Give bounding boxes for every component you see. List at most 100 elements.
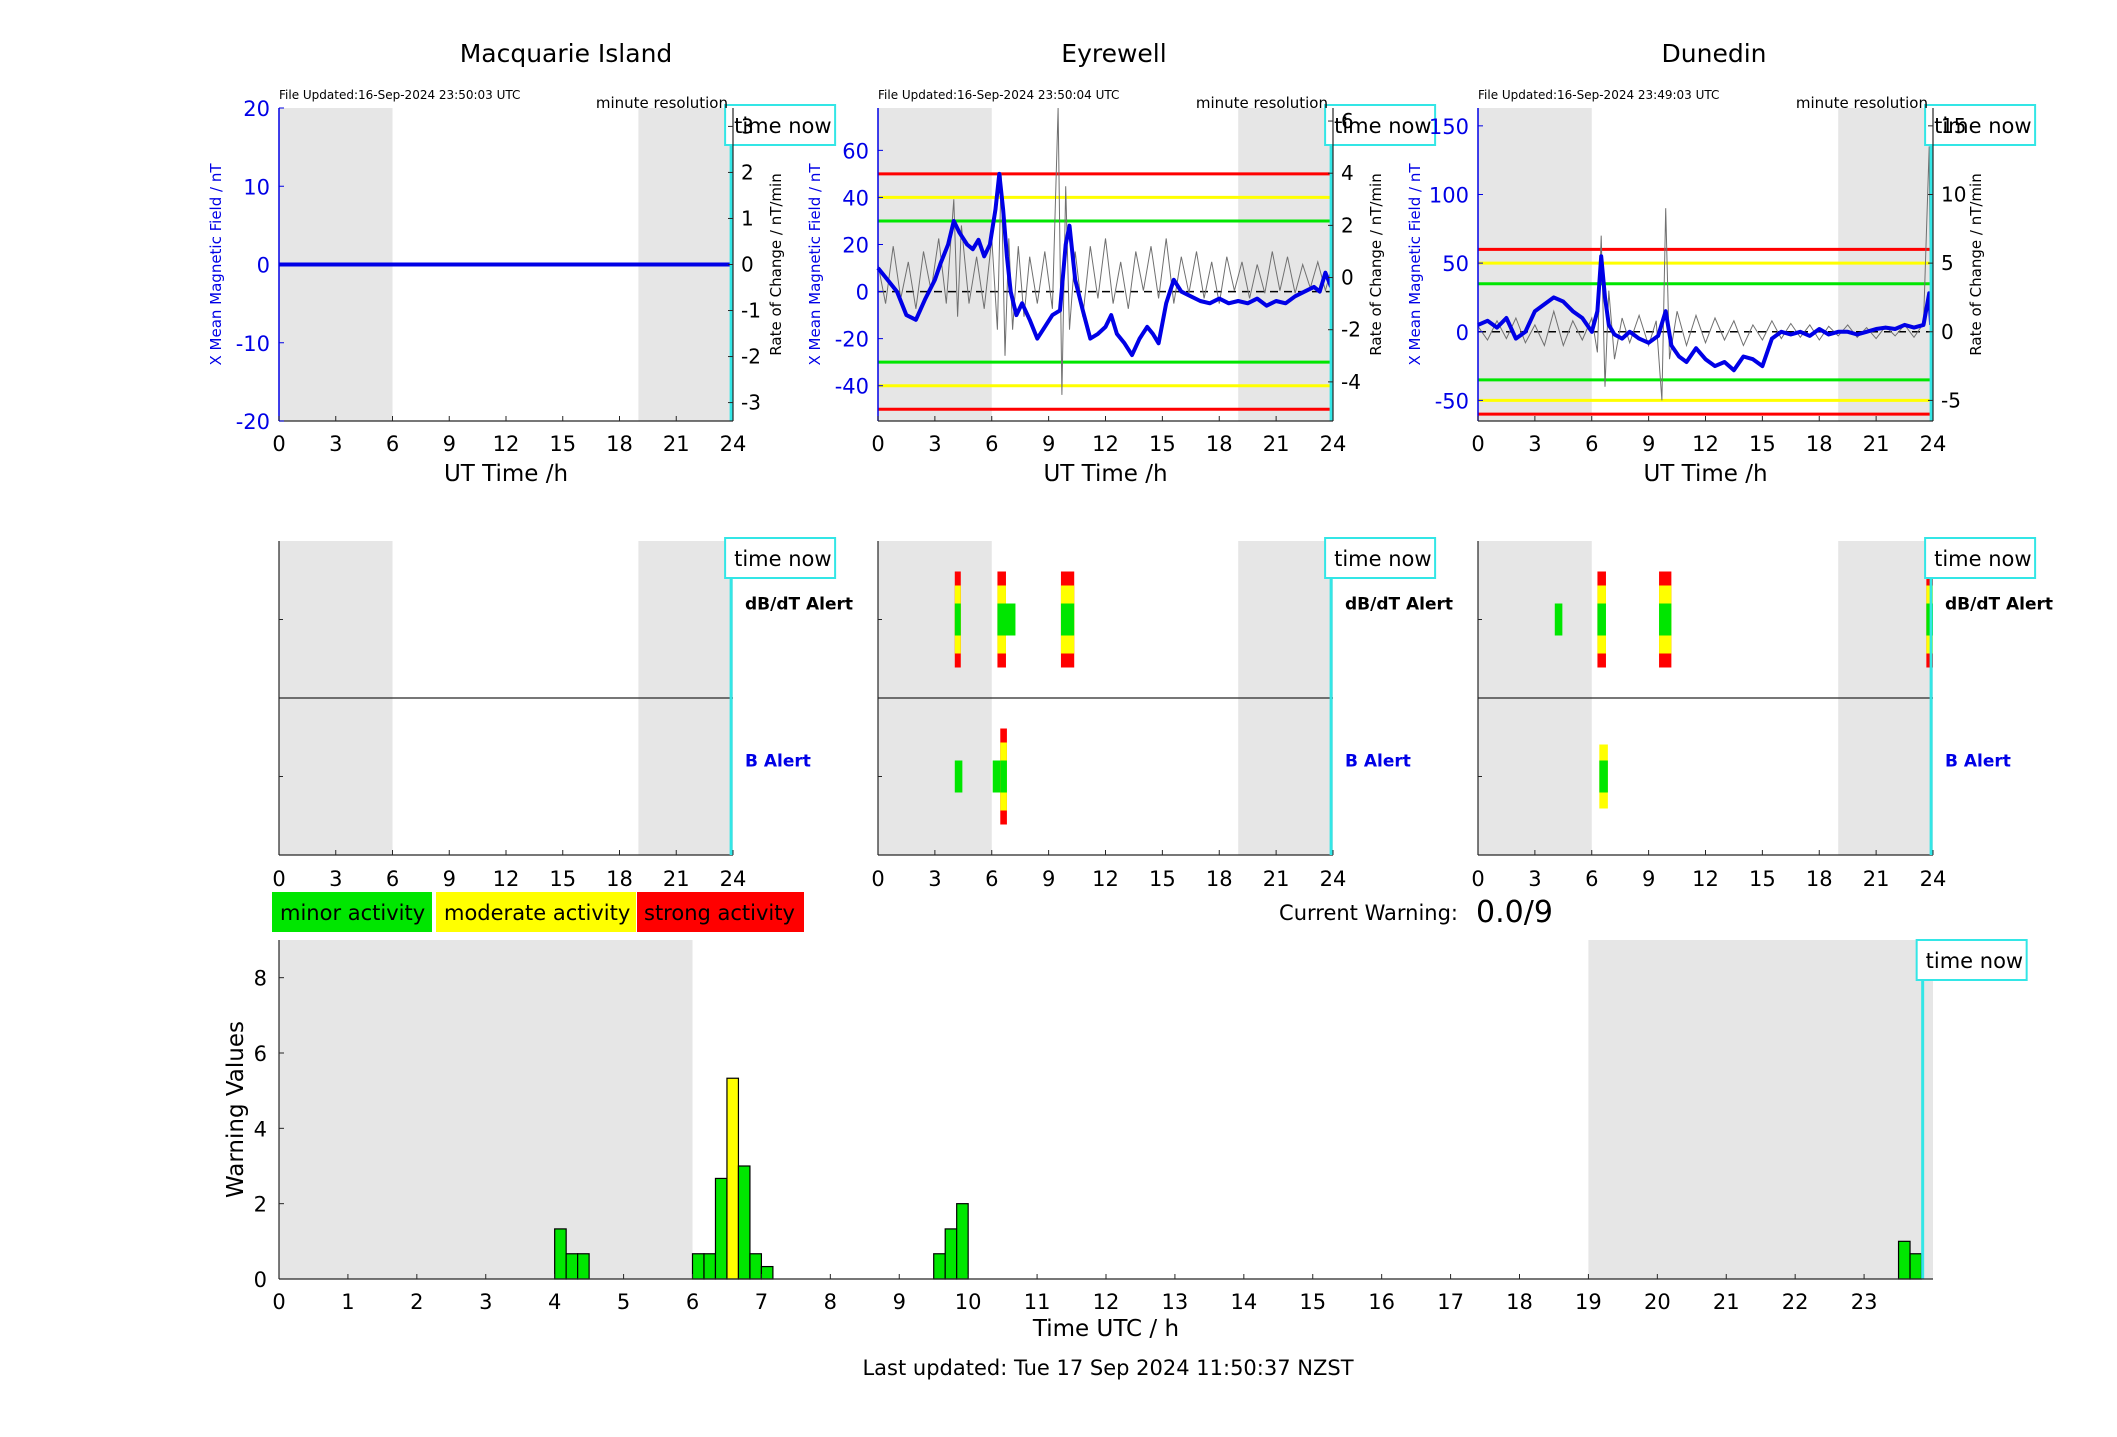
x-tick-label: 6 — [686, 1290, 699, 1314]
x-tick-label: 6 — [985, 432, 998, 456]
x-tick-label: 21 — [1863, 432, 1890, 456]
warning-bar — [691, 1253, 705, 1280]
warning-bar — [956, 1203, 969, 1280]
time-now-box — [1324, 104, 1437, 146]
x-tick-label: 18 — [1506, 1290, 1533, 1314]
warning-bar — [933, 1253, 946, 1280]
resolution-label: minute resolution — [1796, 94, 1928, 112]
warning-bar — [1909, 1253, 1923, 1280]
y-right-tick-label: 1 — [741, 206, 754, 230]
x-tick-label: 16 — [1368, 1290, 1395, 1314]
y-right-tick-label: 6 — [1341, 109, 1354, 133]
dbdt-alert-minor — [1597, 603, 1606, 636]
y-right-tick-label: 3 — [741, 114, 754, 138]
y-tick-label: 2 — [254, 1193, 267, 1217]
y-left-tick-label: 0 — [1456, 321, 1469, 345]
x-tick-label: 18 — [606, 867, 633, 891]
b-alert-label: B Alert — [745, 752, 811, 772]
x-tick-label: 24 — [1320, 867, 1347, 891]
alert-panel-3: time now dB/dT Alert B Alert 0 3 6 9 12 15 18 21 24 — [1471, 537, 2053, 891]
dbdt-alert-minor — [1060, 603, 1075, 636]
x-tick-label: 21 — [663, 432, 690, 456]
x-tick-label: 4 — [548, 1290, 561, 1314]
y-left-tick-label: 150 — [1429, 115, 1469, 139]
y-tick-label: 0 — [254, 1268, 267, 1292]
legend-moderate-label: moderate activity — [444, 901, 630, 925]
y-left-axis-label: X Mean Magnetic Field / nT — [207, 163, 225, 366]
night-band — [279, 940, 693, 1279]
x-tick-label: 24 — [1920, 867, 1947, 891]
time-now-label: time now — [734, 547, 831, 571]
x-tick-label: 3 — [1528, 432, 1541, 456]
x-tick-label: 15 — [1299, 1290, 1326, 1314]
x-tick-label: 9 — [443, 867, 456, 891]
warning-bar — [565, 1253, 579, 1280]
y-left-tick-label: 20 — [842, 233, 869, 257]
x-tick-label: 12 — [493, 867, 520, 891]
legend-strong-label: strong activity — [644, 901, 795, 925]
file-updated-text: File Updated:16-Sep-2024 23:50:03 UTC — [279, 88, 520, 102]
x-tick-label: 18 — [1806, 867, 1833, 891]
x-tick-label: 15 — [1749, 867, 1776, 891]
x-tick-label: 13 — [1162, 1290, 1189, 1314]
time-now-label: time now — [1926, 949, 2023, 973]
x-field-series — [876, 171, 1333, 358]
x-tick-label: 7 — [755, 1290, 768, 1314]
current-warning-label: Current Warning: — [1279, 901, 1458, 925]
x-tick-label: 0 — [272, 432, 285, 456]
warning-bar — [749, 1253, 763, 1280]
x-tick-label: 18 — [606, 432, 633, 456]
x-tick-label: 3 — [329, 432, 342, 456]
legend-minor-label: minor activity — [280, 901, 425, 925]
x-tick-label: 10 — [955, 1290, 982, 1314]
legend-strong-swatch — [637, 892, 804, 932]
x-tick-label: 14 — [1230, 1290, 1257, 1314]
x-tick-label: 12 — [1692, 432, 1719, 456]
time-now-label: time now — [1334, 547, 1431, 571]
y-right-tick-label: 2 — [741, 160, 754, 184]
time-now-label: time now — [734, 114, 831, 138]
night-band — [1588, 940, 1933, 1279]
dbdt-alert-label: dB/dT Alert — [1945, 595, 2053, 615]
x-tick-label: 0 — [1471, 867, 1484, 891]
x-tick-label: 6 — [386, 867, 399, 891]
warning-bar — [760, 1265, 774, 1280]
b-alert-label: B Alert — [1345, 752, 1411, 772]
y-left-tick-label: 50 — [1442, 252, 1469, 276]
b-alert-minor — [954, 760, 963, 793]
x-tick-label: 8 — [824, 1290, 837, 1314]
b-alert-minor — [1599, 760, 1608, 793]
dbdt-alert-label: dB/dT Alert — [745, 595, 853, 615]
x-tick-label: 9 — [893, 1290, 906, 1314]
resolution-label: minute resolution — [1196, 94, 1328, 112]
x-tick-label: 12 — [1093, 1290, 1120, 1314]
x-tick-label: 1 — [341, 1290, 354, 1314]
x-tick-label: 15 — [1149, 432, 1176, 456]
x-tick-label: 15 — [1149, 867, 1176, 891]
x-axis-label: UT Time /h — [444, 461, 568, 487]
x-tick-label: 6 — [1585, 432, 1598, 456]
last-updated: Last updated: Tue 17 Sep 2024 11:50:37 N… — [862, 1356, 1353, 1380]
x-tick-label: 21 — [1263, 867, 1290, 891]
y-right-axis-label: Rate of Change / nT/min — [767, 173, 785, 355]
x-tick-label: 24 — [720, 432, 747, 456]
file-updated-text: File Updated:16-Sep-2024 23:50:04 UTC — [878, 88, 1119, 102]
x-tick-label: 23 — [1851, 1290, 1878, 1314]
x-tick-label: 6 — [1585, 867, 1598, 891]
y-left-tick-label: -20 — [835, 328, 869, 352]
x-tick-label: 19 — [1575, 1290, 1602, 1314]
time-now-box — [1924, 104, 2037, 146]
x-tick-label: 9 — [443, 432, 456, 456]
legend-moderate-swatch — [436, 892, 636, 932]
y-left-tick-label: -40 — [835, 375, 869, 399]
b-alert-minor — [1000, 760, 1007, 793]
x-tick-label: 15 — [549, 432, 576, 456]
x-tick-label: 3 — [1528, 867, 1541, 891]
x-tick-label: 18 — [1206, 432, 1233, 456]
x-tick-label: 2 — [410, 1290, 423, 1314]
dbdt-alert-minor — [1659, 603, 1672, 636]
y-left-tick-label: 0 — [257, 254, 270, 278]
x-tick-label: 20 — [1644, 1290, 1671, 1314]
